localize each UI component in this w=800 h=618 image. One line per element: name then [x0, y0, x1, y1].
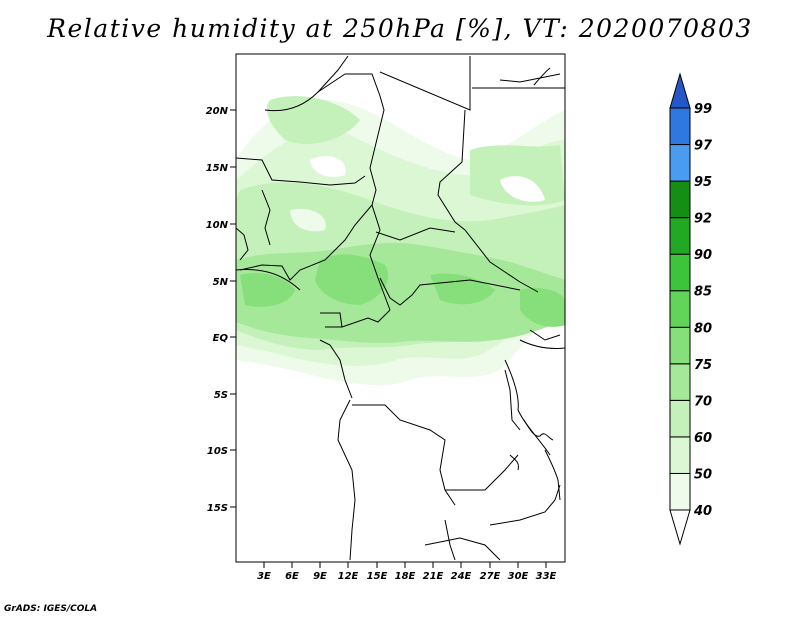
lat-tick-label: 10N	[206, 220, 229, 231]
lon-tick-label: 12E	[338, 571, 359, 582]
lat-tick-label: 5S	[214, 390, 228, 401]
lat-tick-label: 15S	[207, 503, 228, 514]
colorbar-bin	[669, 436, 691, 474]
lat-tick-label: 15N	[206, 163, 229, 174]
lat-tick-label: 10S	[207, 446, 228, 457]
lon-tick-label: 21E	[423, 571, 444, 582]
colorbar-level-label: 40	[693, 504, 712, 519]
colorbar-bin	[669, 144, 691, 182]
map-frame	[235, 53, 566, 563]
colorbar-level-label: 75	[694, 358, 712, 373]
colorbar-level-label: 97	[694, 139, 713, 154]
colorbar-level-label: 92	[694, 212, 712, 227]
colorbar-bin	[669, 217, 691, 255]
colorbar-level-label: 95	[694, 175, 712, 190]
map-title: Relative humidity at 250hPa [%], VT: 202…	[47, 14, 753, 43]
humidity-field	[236, 96, 565, 386]
lat-axis: 20N 15N 10N 5N EQ 5S 10S 15S	[206, 106, 236, 514]
lon-tick-label: 6E	[285, 571, 299, 582]
country-borders	[236, 55, 565, 561]
colorbar-bin	[669, 363, 691, 401]
lon-tick-label: 30E	[508, 571, 529, 582]
colorbar-bin	[669, 472, 691, 511]
colorbar-level-label: 90	[694, 248, 712, 263]
lon-tick-label: 33E	[536, 571, 557, 582]
colorbar-low-arrow	[669, 509, 691, 546]
grads-credit: GrADS: IGES/COLA	[4, 604, 98, 614]
colorbar-bin	[669, 253, 691, 292]
lat-tick-label: 5N	[213, 277, 229, 288]
colorbar-level-label: 70	[694, 394, 712, 409]
lat-tick-label: 20N	[206, 106, 229, 117]
colorbar-level-label: 80	[694, 321, 712, 336]
colorbar-level-label: 85	[694, 285, 712, 300]
colorbar-high-arrow	[669, 72, 691, 109]
lon-tick-label: 18E	[395, 571, 416, 582]
colorbar-bin	[669, 107, 691, 146]
lon-tick-label: 24E	[451, 571, 472, 582]
colorbar-level-label: 50	[694, 467, 712, 482]
lon-tick-label: 9E	[313, 571, 327, 582]
colorbar-level-label: 99	[694, 102, 712, 117]
colorbar-bin	[669, 326, 691, 365]
lon-tick-label: 15E	[367, 571, 388, 582]
colorbar-bin	[669, 290, 691, 328]
lon-tick-label: 27E	[480, 571, 501, 582]
colorbar: 99 97 95 92 90 85 80 75 70 60 50 40	[669, 72, 713, 546]
lat-tick-label: EQ	[213, 333, 229, 344]
colorbar-level-label: 60	[694, 431, 712, 446]
lon-axis: 3E 6E 9E 12E 15E 18E 21E 24E 27E 30E 33E	[257, 562, 557, 582]
colorbar-bin	[669, 399, 691, 438]
lon-tick-label: 3E	[257, 571, 271, 582]
colorbar-bin	[669, 180, 691, 219]
